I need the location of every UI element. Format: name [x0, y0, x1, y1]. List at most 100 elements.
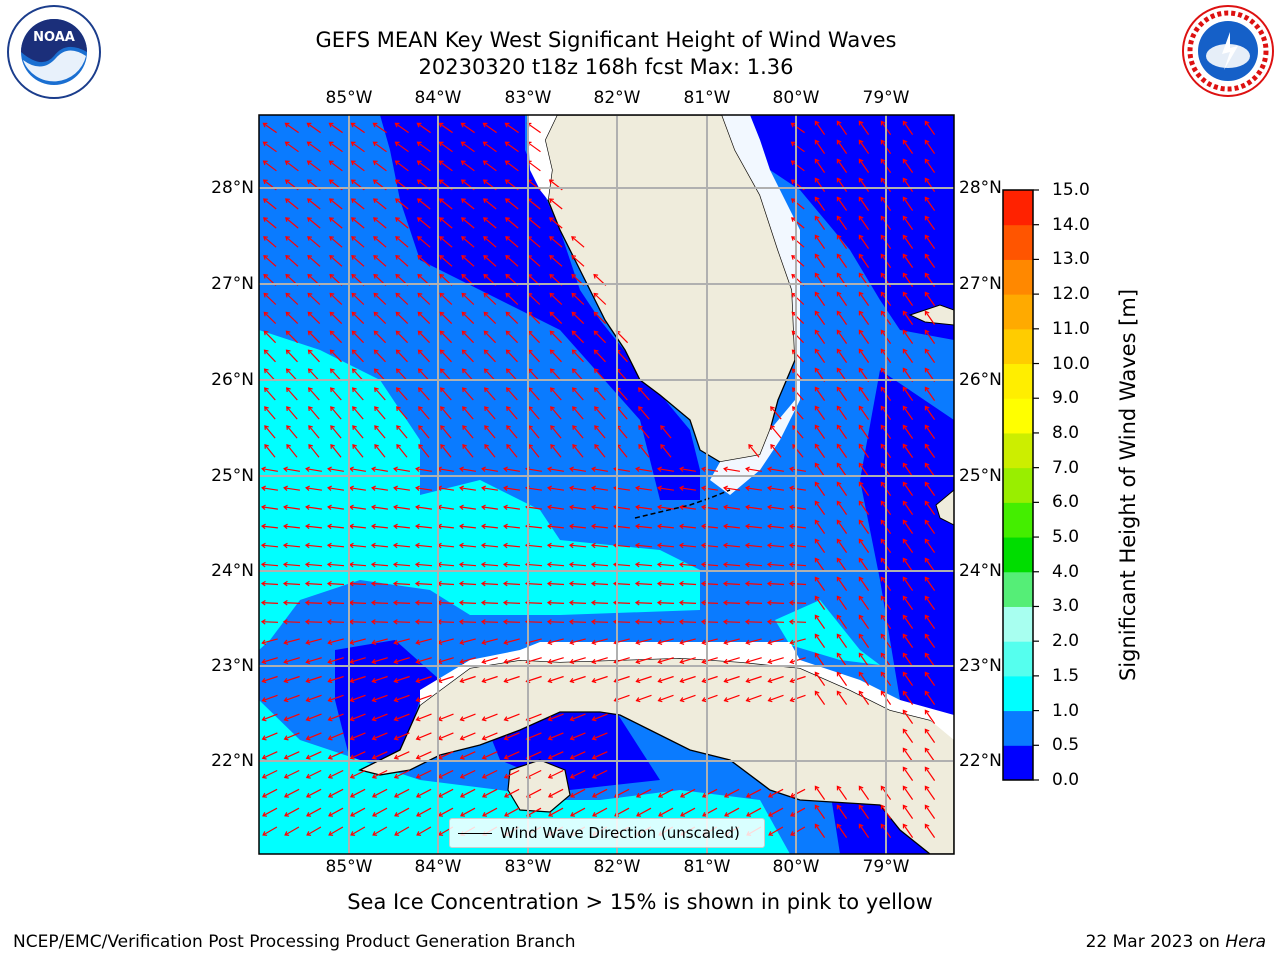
wave-direction-arrowhead	[858, 386, 864, 392]
wave-direction-arrowhead	[329, 349, 335, 355]
wave-direction-arrow	[660, 444, 672, 458]
wave-direction-arrowhead	[547, 792, 553, 798]
wave-direction-arrow	[592, 638, 608, 644]
wave-direction-arrowhead	[349, 773, 355, 779]
wave-direction-arrowhead	[285, 349, 291, 355]
wave-direction-arrowhead	[261, 658, 267, 665]
wave-direction-arrow	[549, 293, 563, 305]
wave-direction-arrow	[283, 544, 301, 548]
wave-direction-arrow	[330, 387, 342, 401]
wave-direction-arrowhead	[636, 812, 642, 817]
wave-direction-arrowhead	[836, 481, 842, 487]
wave-direction-arrow	[836, 520, 848, 534]
wave-direction-arrowhead	[789, 658, 795, 665]
wave-direction-arrow	[858, 672, 870, 686]
wave-direction-arrow	[438, 807, 454, 817]
wave-direction-arrow	[792, 349, 804, 363]
wave-direction-arrow	[528, 425, 540, 439]
wave-direction-arrowhead	[547, 639, 553, 645]
wave-direction-arrow	[308, 368, 320, 382]
longitude-tick-label: 84°W	[414, 88, 462, 108]
wave-direction-arrow	[791, 217, 805, 229]
wave-direction-arrowhead	[924, 538, 930, 544]
wave-direction-arrow	[262, 506, 278, 510]
wave-direction-arrowhead	[349, 792, 355, 798]
wave-direction-arrow	[462, 406, 474, 420]
wave-direction-arrow	[440, 349, 452, 363]
wave-direction-arrowhead	[393, 639, 399, 645]
wave-direction-arrow	[329, 236, 343, 248]
wave-direction-arrowhead	[745, 697, 751, 703]
colorbar-segment	[1003, 224, 1033, 260]
wave-direction-arrowhead	[880, 652, 886, 658]
wave-direction-arrow	[285, 293, 299, 305]
wave-direction-arrowhead	[770, 406, 775, 411]
wave-direction-arrowhead	[549, 254, 555, 260]
wave-direction-arrowhead	[858, 310, 864, 316]
wave-direction-arrow	[504, 657, 520, 663]
wave-direction-arrow	[724, 694, 740, 702]
wave-direction-arrow	[306, 732, 322, 740]
wave-direction-arrowhead	[484, 425, 489, 430]
wave-direction-arrowhead	[569, 466, 574, 472]
wave-direction-arrow	[505, 236, 519, 248]
wave-direction-arrow	[527, 217, 541, 229]
wave-direction-arrowhead	[393, 677, 399, 684]
wave-direction-arrowhead	[483, 236, 488, 241]
wave-direction-arrow	[902, 330, 914, 344]
wave-direction-arrowhead	[571, 273, 577, 279]
wave-direction-arrow	[328, 732, 344, 740]
wave-direction-arrowhead	[482, 141, 488, 147]
wave-direction-arrowhead	[924, 576, 930, 582]
wave-direction-arrow	[768, 807, 784, 817]
wave-direction-arrowhead	[283, 639, 289, 645]
wave-direction-arrowhead	[924, 443, 930, 449]
wave-direction-arrow	[261, 544, 279, 548]
wave-direction-arrowhead	[263, 349, 269, 355]
wave-direction-arrowhead	[506, 425, 511, 430]
wave-direction-arrowhead	[371, 523, 376, 530]
wave-direction-arrow	[592, 525, 608, 529]
wave-direction-arrow	[814, 501, 826, 515]
wave-direction-arrow	[482, 732, 498, 740]
wave-direction-arrow	[394, 638, 410, 644]
wave-direction-arrow	[836, 558, 848, 572]
wave-direction-arrowhead	[327, 523, 332, 530]
wave-direction-arrowhead	[902, 747, 908, 753]
wave-direction-arrowhead	[924, 329, 930, 335]
wave-direction-arrow	[526, 788, 542, 798]
wave-direction-arrowhead	[438, 122, 444, 128]
wave-direction-arrowhead	[505, 311, 511, 317]
wave-direction-arrowhead	[790, 160, 796, 166]
wave-direction-arrow	[328, 713, 344, 721]
wave-direction-arrow	[790, 487, 806, 491]
colorbar-tick-label: 8.0	[1052, 422, 1080, 443]
wave-direction-arrowhead	[306, 198, 312, 203]
wave-direction-arrow	[636, 675, 652, 683]
wave-direction-arrow	[789, 544, 807, 548]
wave-direction-arrowhead	[814, 291, 820, 297]
wave-direction-arrowhead	[483, 387, 489, 393]
wave-direction-arrowhead	[352, 406, 357, 411]
wave-direction-arrow	[547, 544, 565, 548]
wave-direction-arrowhead	[328, 198, 334, 203]
wave-direction-arrow	[261, 563, 279, 567]
wave-direction-arrowhead	[305, 485, 310, 491]
wave-direction-arrow	[483, 122, 497, 134]
wave-direction-arrow	[768, 525, 784, 529]
wave-direction-arrowhead	[414, 599, 420, 606]
wave-direction-arrow	[350, 525, 366, 529]
wave-direction-arrowhead	[814, 500, 820, 506]
wave-direction-arrowhead	[814, 652, 820, 658]
wave-direction-arrow	[591, 582, 609, 586]
wave-direction-arrowhead	[660, 443, 665, 449]
wave-direction-arrowhead	[284, 198, 290, 203]
wave-direction-arrowhead	[502, 599, 508, 606]
wave-direction-arrowhead	[902, 671, 908, 677]
wave-direction-arrowhead	[263, 311, 269, 317]
wave-direction-arrowhead	[766, 580, 772, 587]
wave-direction-arrow	[349, 544, 367, 548]
wave-direction-arrowhead	[590, 599, 596, 606]
wave-direction-arrow	[417, 141, 431, 153]
wave-direction-arrow	[616, 406, 628, 420]
